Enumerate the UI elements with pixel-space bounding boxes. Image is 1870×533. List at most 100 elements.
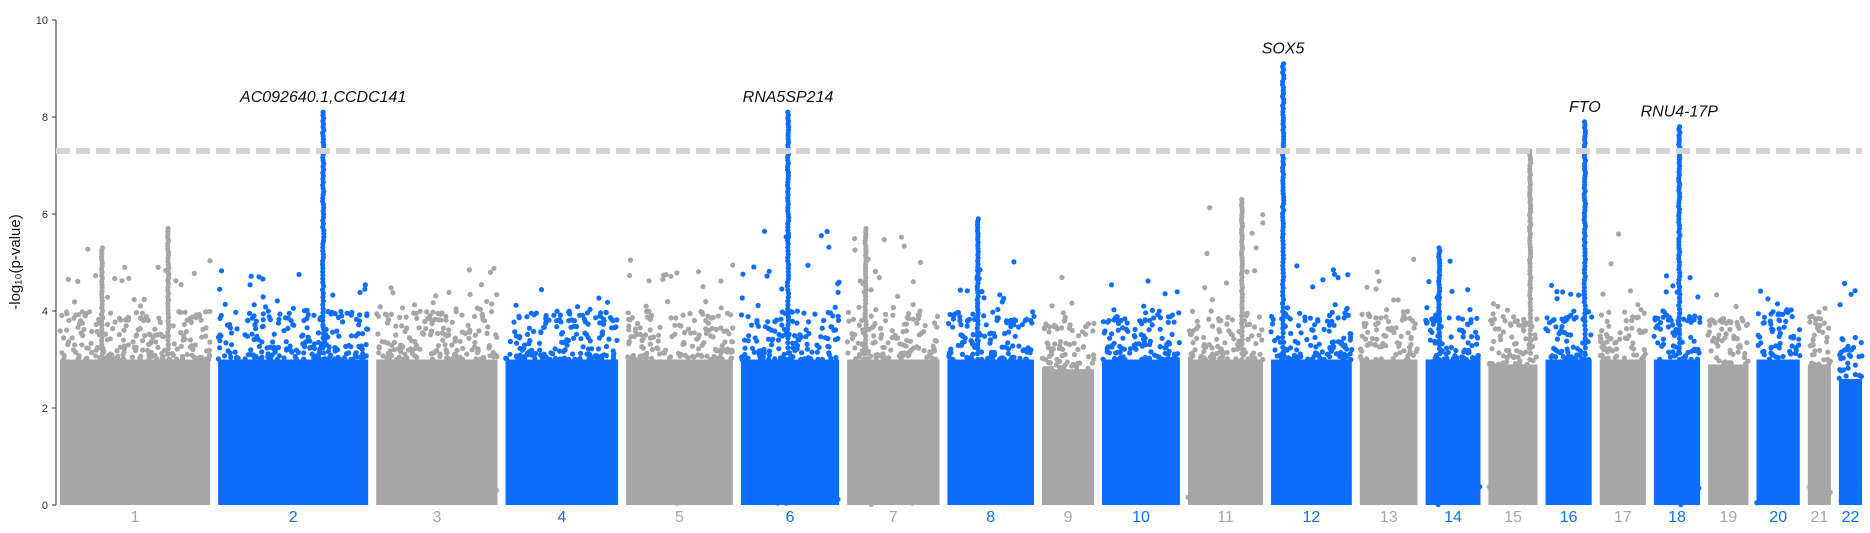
snp-point <box>1159 492 1165 498</box>
snp-point <box>1406 344 1413 350</box>
snp-point <box>1599 328 1605 334</box>
snp-point <box>1374 336 1380 342</box>
chromosome-17-dense-band <box>1599 359 1646 505</box>
snp-point <box>564 342 570 348</box>
chromosome-labels: 1 2 3 4 5 6 7 8 9 10 11 12 13 14 15 16 17 18 19 20 21 22 <box>131 509 1860 526</box>
snp-point <box>112 319 118 325</box>
snp-point <box>1677 322 1683 328</box>
snp-point <box>397 314 403 320</box>
snp-point <box>1766 356 1772 362</box>
chromosome-label-18: 18 <box>1668 509 1686 526</box>
snp-point <box>881 237 887 243</box>
snp-point <box>270 339 276 345</box>
snp-point <box>1765 296 1771 302</box>
y-tick-label: 8 <box>42 112 48 124</box>
snp-point <box>626 323 632 329</box>
snp-point <box>885 340 891 346</box>
snp-point <box>1773 343 1779 349</box>
snp-point <box>1206 316 1212 322</box>
snp-point <box>353 316 359 322</box>
snp-point <box>1387 327 1393 333</box>
snp-point <box>1598 312 1605 318</box>
snp-point <box>1660 336 1666 342</box>
chromosome-label-22: 22 <box>1842 509 1860 526</box>
snp-point <box>532 350 539 357</box>
snp-point <box>1169 331 1175 338</box>
snp-point <box>84 345 90 351</box>
snp-point <box>340 319 346 325</box>
snp-point <box>301 317 307 324</box>
snp-point <box>100 351 106 357</box>
snp-point <box>320 322 326 328</box>
snp-point <box>798 334 804 340</box>
snp-point <box>844 339 851 345</box>
snp-point <box>254 333 260 339</box>
snp-point <box>1401 348 1407 354</box>
snp-point <box>538 329 544 336</box>
snp-point <box>301 350 307 356</box>
snp-point <box>507 338 513 345</box>
snp-point <box>610 348 616 354</box>
snp-point <box>379 339 385 345</box>
snp-point <box>1582 307 1588 313</box>
snp-point <box>1281 313 1287 319</box>
snp-point <box>1776 326 1782 332</box>
chromosome-4-dense-band <box>505 359 619 505</box>
snp-point <box>289 349 295 355</box>
snp-point <box>669 333 675 340</box>
peak-chr7 <box>862 225 869 363</box>
snp-point <box>1378 315 1384 321</box>
chromosome-label-11: 11 <box>1217 509 1234 526</box>
snp-point <box>228 330 235 336</box>
snp-point <box>260 311 266 317</box>
snp-point <box>1706 318 1712 324</box>
snp-point <box>1244 269 1250 275</box>
snp-point <box>1821 320 1827 326</box>
snp-point <box>408 346 414 352</box>
snp-point <box>1780 353 1786 360</box>
snp-point <box>1359 348 1365 354</box>
snp-point <box>647 327 653 333</box>
snp-point <box>1607 346 1613 352</box>
snp-point <box>1249 230 1255 236</box>
chromosome-15-dense-band <box>1488 364 1538 505</box>
snp-point <box>1507 351 1513 358</box>
snp-point <box>1500 329 1506 335</box>
snp-point <box>1855 487 1862 494</box>
snp-point <box>974 350 981 357</box>
snp-point <box>1011 259 1017 265</box>
snp-point <box>512 329 518 335</box>
chromosome-22-dense-band <box>1838 378 1862 505</box>
snp-point <box>1059 325 1065 331</box>
snp-point <box>910 345 917 351</box>
snp-point <box>432 316 438 322</box>
snp-point <box>862 337 869 343</box>
snp-point <box>1166 348 1172 354</box>
snp-point <box>300 341 306 347</box>
snp-point <box>947 311 953 318</box>
snp-point <box>222 353 228 359</box>
snp-point <box>826 244 832 250</box>
snp-point <box>1577 348 1583 354</box>
snp-point <box>825 336 831 342</box>
snp-point <box>1280 356 1286 363</box>
snp-point <box>1376 344 1383 350</box>
snp-point <box>1851 344 1857 351</box>
snp-point <box>178 343 184 349</box>
snp-point <box>897 341 903 347</box>
snp-point <box>789 354 796 360</box>
snp-point <box>460 345 466 351</box>
snp-point <box>1270 316 1276 323</box>
snp-point <box>131 297 137 303</box>
snp-point <box>1816 361 1822 367</box>
snp-point <box>1774 301 1781 307</box>
snp-point <box>1294 263 1300 269</box>
snp-point <box>1516 360 1522 367</box>
snp-point <box>1381 332 1387 338</box>
snp-point <box>1790 333 1796 339</box>
snp-point <box>1366 313 1372 319</box>
snp-point <box>1142 318 1148 324</box>
snp-point <box>1046 353 1053 360</box>
snp-point <box>1321 356 1327 362</box>
